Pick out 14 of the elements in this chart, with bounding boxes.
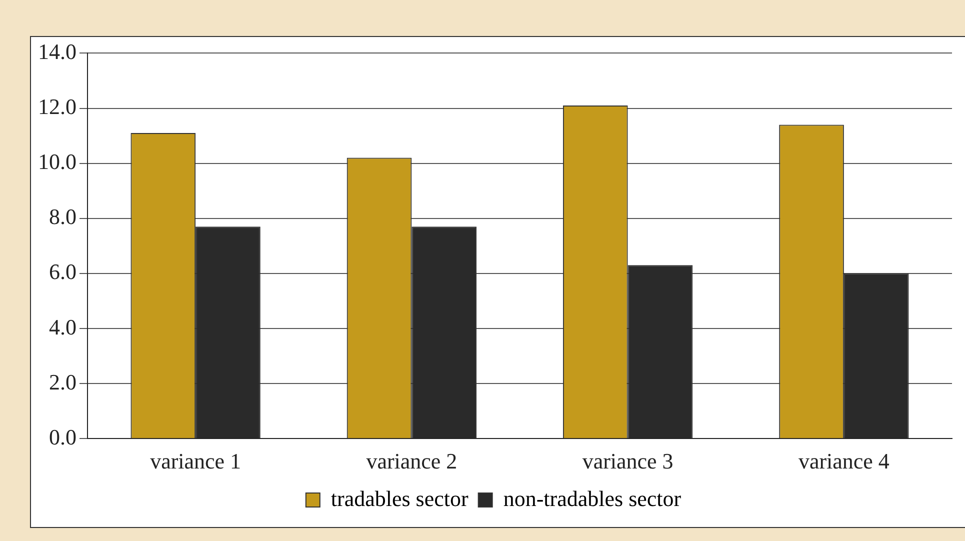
- y-tick-label: 2.0: [49, 369, 76, 394]
- legend-label: tradables sector: [330, 486, 470, 511]
- x-tick-label: variance 4: [798, 448, 890, 474]
- x-tick-label: variance 2: [366, 448, 458, 474]
- y-tick-label: 4.0: [49, 314, 76, 340]
- y-tick-label: 8.0: [49, 204, 76, 230]
- x-tick-label: variance 1: [150, 448, 242, 474]
- y-tick-label: 0.0: [49, 424, 76, 450]
- x-tick-label: variance 3: [582, 448, 674, 474]
- y-tick-label: 14.0: [38, 38, 76, 64]
- y-tick-label: 10.0: [38, 149, 76, 174]
- legend-label: non-tradables sector: [503, 486, 682, 511]
- y-tick-label: 12.0: [38, 94, 76, 120]
- y-tick-label: 6.0: [49, 259, 76, 284]
